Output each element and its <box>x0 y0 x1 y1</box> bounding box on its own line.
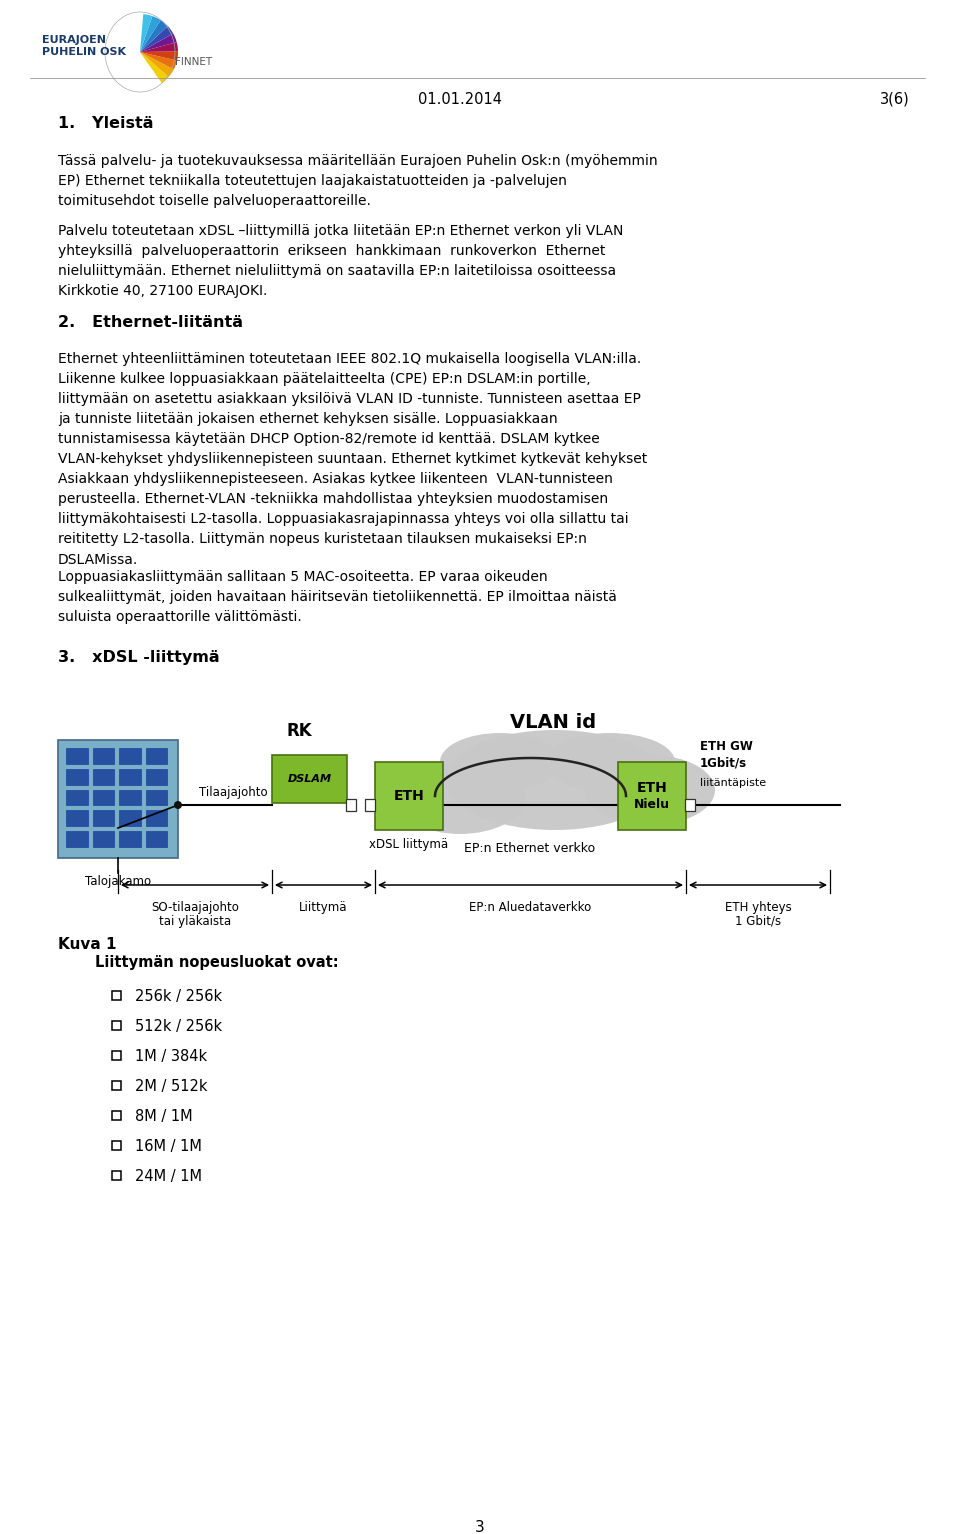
Wedge shape <box>140 41 178 52</box>
Text: 3.   xDSL -liittymä: 3. xDSL -liittymä <box>58 650 220 666</box>
FancyBboxPatch shape <box>365 799 375 811</box>
FancyBboxPatch shape <box>346 799 356 811</box>
FancyBboxPatch shape <box>66 790 87 805</box>
Text: Liittymän nopeusluokat ovat:: Liittymän nopeusluokat ovat: <box>95 956 339 969</box>
FancyBboxPatch shape <box>272 755 347 802</box>
Text: 24M / 1M: 24M / 1M <box>135 1169 202 1184</box>
Ellipse shape <box>585 755 715 825</box>
Ellipse shape <box>445 730 665 830</box>
Text: 2M / 512k: 2M / 512k <box>135 1078 207 1094</box>
Wedge shape <box>140 52 174 77</box>
Text: Ethernet yhteenliittäminen toteutetaan IEEE 802.1Q mukaisella loogisella VLAN:il: Ethernet yhteenliittäminen toteutetaan I… <box>58 351 647 566</box>
FancyBboxPatch shape <box>58 739 178 858</box>
Text: 3: 3 <box>475 1520 485 1534</box>
Text: Kuva 1: Kuva 1 <box>58 937 116 953</box>
Ellipse shape <box>440 733 560 792</box>
Text: liitäntäpiste: liitäntäpiste <box>700 778 766 788</box>
FancyBboxPatch shape <box>146 749 167 764</box>
FancyBboxPatch shape <box>66 831 87 847</box>
FancyBboxPatch shape <box>146 769 167 784</box>
Text: EP:n Ethernet verkko: EP:n Ethernet verkko <box>465 842 595 854</box>
FancyBboxPatch shape <box>146 831 167 847</box>
FancyBboxPatch shape <box>66 769 87 784</box>
FancyBboxPatch shape <box>112 1051 121 1060</box>
Text: Loppuasiakasliittymään sallitaan 5 MAC-osoiteetta. EP varaa oikeuden
sulkealiitt: Loppuasiakasliittymään sallitaan 5 MAC-o… <box>58 571 617 624</box>
Text: 1 Gbit/s: 1 Gbit/s <box>735 914 781 928</box>
Text: 8M / 1M: 8M / 1M <box>135 1109 193 1124</box>
FancyBboxPatch shape <box>92 831 114 847</box>
FancyBboxPatch shape <box>112 1170 121 1180</box>
Circle shape <box>174 801 182 808</box>
Wedge shape <box>140 14 153 52</box>
FancyBboxPatch shape <box>685 799 695 811</box>
Wedge shape <box>140 52 177 69</box>
Text: tai yläkaista: tai yläkaista <box>159 914 231 928</box>
Wedge shape <box>140 26 173 52</box>
FancyBboxPatch shape <box>92 810 114 827</box>
FancyBboxPatch shape <box>66 749 87 764</box>
Text: xDSL liittymä: xDSL liittymä <box>370 838 448 851</box>
FancyBboxPatch shape <box>66 810 87 827</box>
FancyBboxPatch shape <box>119 790 140 805</box>
Text: 2.   Ethernet-liitäntä: 2. Ethernet-liitäntä <box>58 314 243 330</box>
Text: 1Gbit/s: 1Gbit/s <box>700 756 747 770</box>
Text: ETH: ETH <box>636 781 667 795</box>
FancyBboxPatch shape <box>119 749 140 764</box>
Text: 1M / 384k: 1M / 384k <box>135 1049 207 1065</box>
Wedge shape <box>140 52 169 83</box>
Text: Talojakamo: Talojakamo <box>84 874 151 888</box>
Text: EURAJOEN
PUHELIN OSK: EURAJOEN PUHELIN OSK <box>42 35 126 57</box>
FancyBboxPatch shape <box>112 1081 121 1091</box>
Text: ETH yhteys: ETH yhteys <box>725 900 791 914</box>
Text: ETH: ETH <box>394 788 424 802</box>
FancyBboxPatch shape <box>146 790 167 805</box>
Text: Palvelu toteutetaan xDSL –liittymillä jotka liitetään EP:n Ethernet verkon yli V: Palvelu toteutetaan xDSL –liittymillä jo… <box>58 224 623 298</box>
Wedge shape <box>140 34 177 52</box>
FancyBboxPatch shape <box>92 790 114 805</box>
FancyBboxPatch shape <box>146 810 167 827</box>
Text: Tässä palvelu- ja tuotekuvauksessa määritellään Eurajoen Puhelin Osk:n (myöhemmi: Tässä palvelu- ja tuotekuvauksessa määri… <box>58 153 658 209</box>
Text: Liittymä: Liittymä <box>299 900 348 914</box>
Text: Tilaajajohto: Tilaajajohto <box>200 785 268 799</box>
Text: SO-tilaajajohto: SO-tilaajajohto <box>151 900 239 914</box>
FancyBboxPatch shape <box>119 769 140 784</box>
FancyBboxPatch shape <box>112 1022 121 1029</box>
Text: 1.   Yleistä: 1. Yleistä <box>58 117 154 130</box>
FancyBboxPatch shape <box>112 1111 121 1120</box>
Text: DSLAM: DSLAM <box>287 775 331 784</box>
Wedge shape <box>140 15 160 52</box>
Text: EP:n Aluedataverkko: EP:n Aluedataverkko <box>468 900 591 914</box>
Text: Nielu: Nielu <box>634 798 670 810</box>
FancyBboxPatch shape <box>375 762 443 830</box>
Ellipse shape <box>545 733 675 792</box>
Text: 512k / 256k: 512k / 256k <box>135 1019 222 1034</box>
Ellipse shape <box>395 762 525 834</box>
Text: 3(6): 3(6) <box>880 92 910 107</box>
Text: FINNET: FINNET <box>175 57 212 67</box>
Wedge shape <box>140 20 168 52</box>
FancyBboxPatch shape <box>112 1141 121 1150</box>
Wedge shape <box>140 51 178 60</box>
Text: ETH GW: ETH GW <box>700 741 753 753</box>
Text: 256k / 256k: 256k / 256k <box>135 989 222 1003</box>
Text: RK: RK <box>287 723 312 739</box>
Text: VLAN id: VLAN id <box>510 713 596 732</box>
FancyBboxPatch shape <box>92 749 114 764</box>
FancyBboxPatch shape <box>618 762 686 830</box>
FancyBboxPatch shape <box>92 769 114 784</box>
Text: 16M / 1M: 16M / 1M <box>135 1140 202 1154</box>
FancyBboxPatch shape <box>119 810 140 827</box>
FancyBboxPatch shape <box>119 831 140 847</box>
FancyBboxPatch shape <box>112 991 121 1000</box>
Text: 01.01.2014: 01.01.2014 <box>418 92 502 107</box>
